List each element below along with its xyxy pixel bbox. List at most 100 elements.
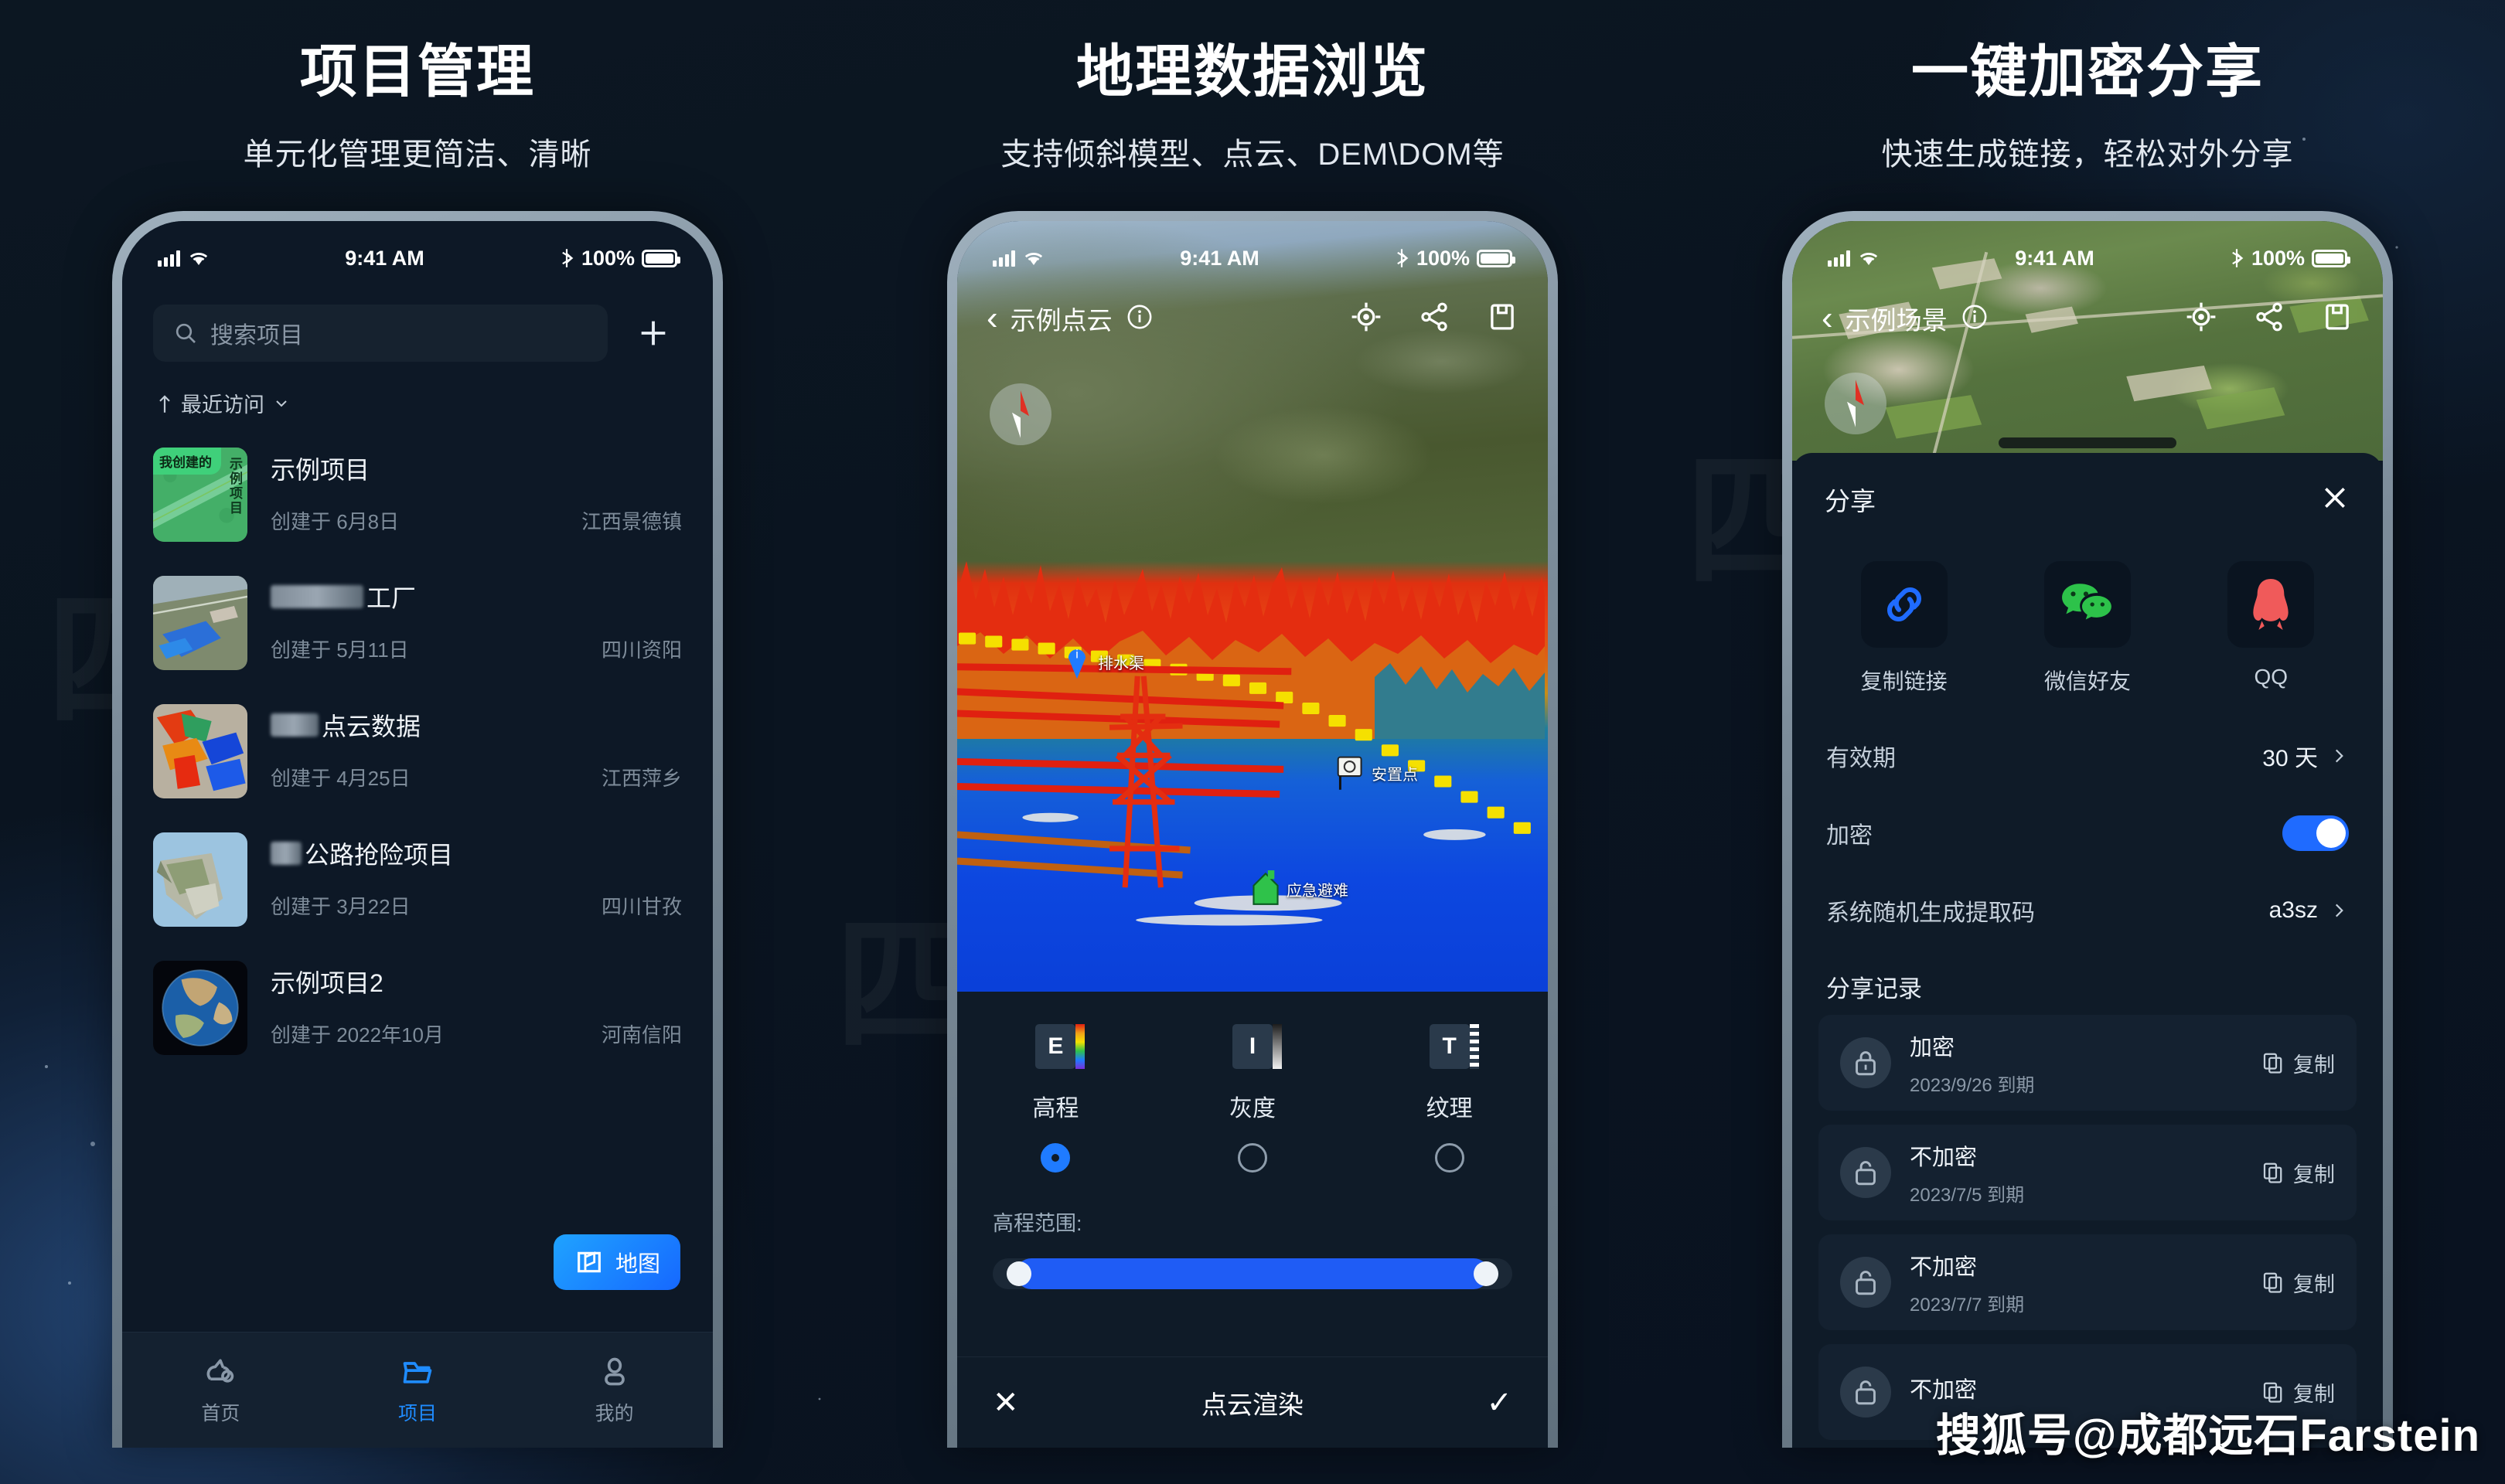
share-target-wechat[interactable]: 微信好友 xyxy=(1995,561,2179,696)
folder-icon xyxy=(403,1362,432,1384)
radio-texture[interactable] xyxy=(1434,1143,1464,1173)
wifi-icon xyxy=(1859,253,1878,266)
tab-mine[interactable]: 我的 xyxy=(516,1333,713,1448)
list-item[interactable]: 加密 2023/9/26 到期 复制 xyxy=(1818,1015,2357,1111)
tab-projects[interactable]: 项目 xyxy=(319,1333,516,1448)
records-section-title: 分享记录 xyxy=(1826,975,1922,1003)
encrypt-toggle[interactable] xyxy=(2282,815,2349,852)
save-icon[interactable] xyxy=(1486,301,1518,337)
search-input[interactable]: 搜索项目 xyxy=(153,305,608,362)
share-tile xyxy=(2043,561,2131,648)
copy-button[interactable]: 复制 xyxy=(2261,1048,2335,1078)
setting-row-encrypt[interactable]: 加密 xyxy=(1792,795,2383,872)
copy-button[interactable]: 复制 xyxy=(2261,1377,2335,1407)
setting-row-validity[interactable]: 有效期 30 天 xyxy=(1792,717,2383,795)
copy-label: 复制 xyxy=(2293,1162,2335,1186)
copy-icon xyxy=(2263,1273,2282,1294)
locate-icon[interactable] xyxy=(1350,301,1382,337)
list-item[interactable]: 不加密 2023/7/7 到期 复制 xyxy=(1818,1234,2357,1331)
project-location: 江西景德镇 xyxy=(581,510,682,534)
list-item[interactable]: 不加密 复制 xyxy=(1818,1344,2357,1441)
list-item[interactable]: 工厂 创建于 5月11日 四川资阳 xyxy=(153,560,682,689)
map-viewport-pointcloud[interactable]: i 排水渠 安置点 xyxy=(957,221,1548,1002)
render-mode-group: E 高程 I 灰度 xyxy=(957,992,1548,1173)
phone-screen-2: i 排水渠 安置点 xyxy=(957,221,1548,1448)
copy-button[interactable]: 复制 xyxy=(2261,1268,2335,1298)
list-item[interactable]: 不加密 2023/7/5 到期 复制 xyxy=(1818,1125,2357,1221)
list-item[interactable]: 示例项目2 创建于 2022年10月 河南信阳 xyxy=(153,945,682,1074)
share-target-copy-link[interactable]: 复制链接 xyxy=(1812,561,1995,696)
map-button[interactable]: 地图 xyxy=(553,1234,680,1291)
plus-icon xyxy=(641,322,666,345)
copy-button[interactable]: 复制 xyxy=(2261,1158,2335,1188)
save-icon[interactable] xyxy=(2321,301,2353,337)
project-name: 工厂 xyxy=(271,579,682,614)
add-project-button[interactable] xyxy=(625,305,682,362)
thumb-image-factory xyxy=(153,576,247,671)
elevation-range-slider[interactable] xyxy=(993,1258,1512,1290)
project-thumbnail xyxy=(153,832,247,928)
sort-selector[interactable]: 最近访问 xyxy=(122,362,713,426)
tab-label: 项目 xyxy=(398,1402,438,1424)
bluetooth-icon xyxy=(2232,249,2244,268)
signal-icon xyxy=(158,250,180,267)
map-pin-camera[interactable]: 安置点 xyxy=(1336,754,1418,791)
back-button[interactable]: ‹ xyxy=(987,299,998,338)
confirm-button[interactable]: ✓ xyxy=(1486,1385,1512,1420)
compass-widget[interactable] xyxy=(1825,373,1886,435)
project-created: 创建于 5月11日 xyxy=(271,638,409,662)
info-icon[interactable] xyxy=(1126,304,1153,334)
column-subtitle-1: 单元化管理更简洁、清晰 xyxy=(243,138,592,172)
mode-label: 灰度 xyxy=(1229,1096,1276,1122)
status-bar-1: 9:41 AM 100% xyxy=(122,221,713,278)
svg-text:i: i xyxy=(1075,648,1079,662)
project-location: 四川资阳 xyxy=(601,638,682,662)
map-viewport-scene[interactable] xyxy=(1792,221,2383,461)
share-label: QQ xyxy=(2254,665,2289,689)
elevation-range-label: 高程范围: xyxy=(993,1212,1082,1236)
home-indicator xyxy=(1999,437,2176,449)
tab-home[interactable]: 首页 xyxy=(122,1333,319,1448)
close-icon[interactable] xyxy=(2319,482,2350,517)
list-item[interactable]: 我创建的 示例项目 示例项目 创建于 6月8日 江西景德镇 xyxy=(153,432,682,560)
locate-icon[interactable] xyxy=(2185,301,2217,337)
info-icon[interactable] xyxy=(1961,304,1988,334)
radio-elevation[interactable] xyxy=(1041,1143,1071,1173)
project-name: 示例项目2 xyxy=(271,969,383,998)
render-mode-texture[interactable]: T 纹理 xyxy=(1351,1024,1548,1173)
map-pin-info[interactable]: i 排水渠 xyxy=(1062,643,1144,680)
person-icon xyxy=(604,1357,625,1386)
slider-knob-min[interactable] xyxy=(1007,1261,1031,1287)
map-pin-label: 安置点 xyxy=(1372,766,1418,784)
battery-icon xyxy=(2312,249,2350,267)
map-pin-shelter[interactable]: 应急避难 xyxy=(1251,870,1348,907)
record-expiry: 2023/7/5 到期 xyxy=(1910,1184,2025,1206)
render-mode-grayscale[interactable]: I 灰度 xyxy=(1154,1024,1351,1173)
back-button[interactable]: ‹ xyxy=(1822,299,1833,338)
share-target-qq[interactable]: QQ xyxy=(2180,561,2363,696)
cancel-button[interactable]: ✕ xyxy=(993,1385,1019,1420)
map-pin-label: 应急避难 xyxy=(1287,882,1348,900)
status-battery-pct-2: 100% xyxy=(1416,246,1470,270)
status-battery-pct-1: 100% xyxy=(581,246,635,270)
cloud-icon xyxy=(206,1359,234,1383)
setting-row-extract-code[interactable]: 系统随机生成提取码 a3sz xyxy=(1792,872,2383,949)
slider-knob-max[interactable] xyxy=(1474,1261,1498,1287)
thumb-image-pointcloud xyxy=(153,704,247,799)
project-name: 点云数据 xyxy=(271,707,682,743)
render-mode-elevation[interactable]: E 高程 xyxy=(957,1024,1154,1173)
redaction-bar xyxy=(271,842,302,866)
list-item[interactable]: 公路抢险项目 创建于 3月22日 四川甘孜 xyxy=(153,817,682,945)
list-item[interactable]: 点云数据 创建于 4月25日 江西萍乡 xyxy=(153,689,682,817)
radio-grayscale[interactable] xyxy=(1238,1143,1267,1173)
compass-widget[interactable] xyxy=(990,383,1051,446)
phone-mockup-3: 9:41 AM 100% ‹ 示例场景 xyxy=(1782,211,2393,1448)
point-cloud-layer: i 排水渠 安置点 xyxy=(957,561,1548,1002)
feature-column-project-management: 项目管理 单元化管理更简洁、清晰 9:41 AM xyxy=(0,0,835,1484)
redaction-bar xyxy=(271,713,319,737)
project-created: 创建于 3月22日 xyxy=(271,895,411,919)
point-cloud-render-panel: E 高程 I 灰度 xyxy=(957,992,1548,1448)
share-icon[interactable] xyxy=(2253,301,2285,337)
share-icon[interactable] xyxy=(1418,301,1450,337)
copy-icon xyxy=(2263,1383,2282,1404)
